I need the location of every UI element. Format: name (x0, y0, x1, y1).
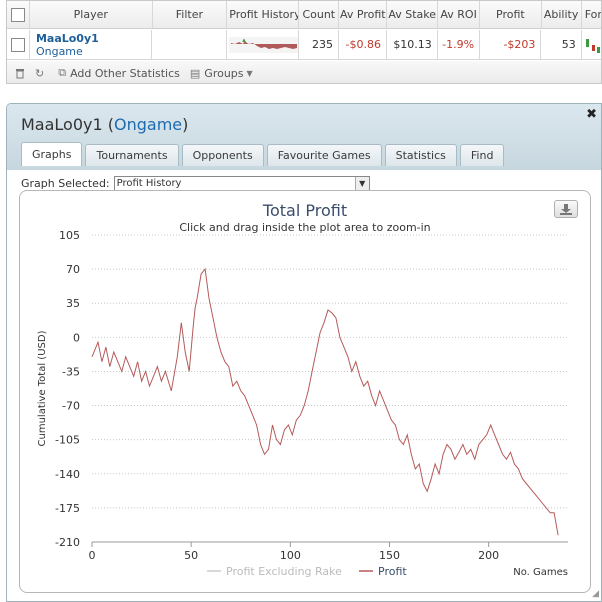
chart-title: Total Profit (262, 201, 348, 220)
y-tick-label: 105 (59, 229, 80, 242)
x-tick-label: 50 (184, 549, 198, 562)
y-tick-label: -105 (55, 434, 80, 447)
x-tick-label: 100 (280, 549, 301, 562)
graph-select[interactable]: Profit History ▼ (113, 176, 370, 191)
y-tick-label: 35 (66, 297, 80, 310)
profit-value: -$203 (480, 30, 542, 59)
panel-tabs: Graphs Tournaments Opponents Favourite Game… (21, 142, 507, 166)
stats-footer: ↻ ⧉ Add Other Statistics ▤ Groups ▼ (7, 61, 601, 83)
col-profit-history[interactable]: Profit History (227, 1, 300, 28)
y-tick-label: 70 (66, 263, 80, 276)
col-av-profit[interactable]: Av Profit (339, 1, 388, 28)
player-site-link[interactable]: Ongame (35, 44, 83, 58)
col-av-roi[interactable]: Av ROI (438, 1, 481, 28)
count-value: 235 (299, 30, 339, 59)
close-icon[interactable]: ✖ (586, 107, 597, 122)
groups-dropdown[interactable]: ▤ Groups ▼ (190, 67, 257, 80)
filter-cell (152, 30, 227, 59)
graph-select-value: Profit History (116, 178, 182, 189)
col-ability[interactable]: Ability (542, 1, 582, 28)
stats-header: Player Filter Profit History Count Av Pr… (7, 1, 601, 29)
tab-opponents[interactable]: Opponents (181, 144, 264, 166)
profit-history-sparkline (227, 30, 299, 59)
refresh-icon[interactable]: ↻ (35, 67, 48, 80)
y-tick-label: -175 (55, 502, 80, 515)
download-icon[interactable] (554, 200, 578, 218)
tab-tournaments[interactable]: Tournaments (85, 144, 179, 166)
select-arrow-icon[interactable]: ▼ (354, 177, 369, 190)
player-cell[interactable]: MaaLo0y1 Ongame (30, 30, 153, 59)
x-tick-label: 150 (379, 549, 400, 562)
tab-favourite-games[interactable]: Favourite Games (266, 144, 382, 166)
graph-selector: Graph Selected: Profit History ▼ (21, 176, 370, 191)
x-tick-label: 0 (89, 549, 96, 562)
series-line-profit (91, 267, 559, 536)
legend-item[interactable]: Profit (378, 565, 407, 578)
panel-header: MaaLo0y1 (Ongame) ✖ Graphs Tournaments Opp… (7, 104, 601, 170)
download-icon-svg (560, 204, 572, 215)
av-profit-value: -$0.86 (339, 30, 387, 59)
graph-selected-label: Graph Selected: (21, 177, 110, 190)
groups-icon: ▤ (189, 66, 201, 80)
groups-label: Groups (204, 66, 244, 80)
player-name-link[interactable]: MaaLo0y1 (35, 31, 99, 45)
refresh-glyph: ↻ (35, 66, 45, 80)
y-tick-label: -210 (55, 536, 80, 549)
trash-icon[interactable] (15, 68, 25, 79)
y-axis-label: Cumulative Total (USD) (37, 330, 48, 446)
chart-container[interactable]: Total Profit Click and drag inside the p… (19, 190, 591, 593)
form-indicator (582, 30, 601, 59)
col-filter[interactable]: Filter (153, 1, 228, 28)
player-panel: MaaLo0y1 (Ongame) ✖ Graphs Tournaments Opp… (6, 103, 602, 602)
resize-handle[interactable]: ◢ (592, 589, 599, 599)
panel-site-link[interactable]: Ongame (114, 115, 183, 134)
y-tick-label: -35 (62, 365, 80, 378)
y-tick-label: -70 (62, 400, 80, 413)
form-bars-icon (585, 38, 600, 53)
tab-graphs[interactable]: Graphs (21, 142, 83, 166)
y-tick-label: 0 (73, 331, 80, 344)
col-count[interactable]: Count (299, 1, 340, 28)
stats-table: Player Filter Profit History Count Av Pr… (6, 0, 602, 84)
chart-subtitle: Click and drag inside the plot area to z… (179, 221, 431, 234)
profit-chart[interactable]: 105 70 35 0 -35 -70 -105 -140 -175 -210 0 50 100 150 2… (20, 191, 590, 592)
col-profit[interactable]: Profit (480, 1, 542, 28)
table-row[interactable]: MaaLo0y1 Ongame 235 -$0.86 $10.13 -1.9% … (7, 30, 601, 60)
row-checkbox[interactable] (10, 37, 25, 52)
col-form[interactable]: Form (584, 8, 601, 21)
trash-icon-svg (16, 68, 24, 78)
chevron-down-icon: ▼ (246, 68, 253, 78)
av-roi-value: -1.9% (438, 30, 481, 59)
ability-value: 53 (541, 30, 582, 59)
panel-title: MaaLo0y1 (Ongame) (21, 115, 189, 134)
y-tick-label: -140 (55, 468, 80, 481)
select-all-checkbox-cell[interactable] (7, 1, 31, 28)
add-stats-label: Add Other Statistics (70, 66, 180, 80)
sparkline-svg (228, 36, 298, 53)
col-av-stake[interactable]: Av Stake (387, 1, 439, 28)
tab-statistics[interactable]: Statistics (384, 144, 457, 166)
add-stats-icon: ⧉ (58, 66, 67, 79)
col-player[interactable]: Player (30, 1, 153, 28)
add-other-statistics-button[interactable]: ⧉ Add Other Statistics (58, 66, 180, 80)
row-checkbox-cell[interactable] (7, 30, 30, 59)
tab-find[interactable]: Find (459, 144, 505, 166)
x-axis-label: No. Games (513, 567, 568, 578)
av-stake-value: $10.13 (387, 30, 438, 59)
x-tick-label: 200 (478, 549, 499, 562)
legend-item[interactable]: Profit Excluding Rake (226, 565, 342, 578)
panel-player-name: MaaLo0y1 (21, 115, 103, 134)
select-all-checkbox[interactable] (11, 7, 25, 22)
